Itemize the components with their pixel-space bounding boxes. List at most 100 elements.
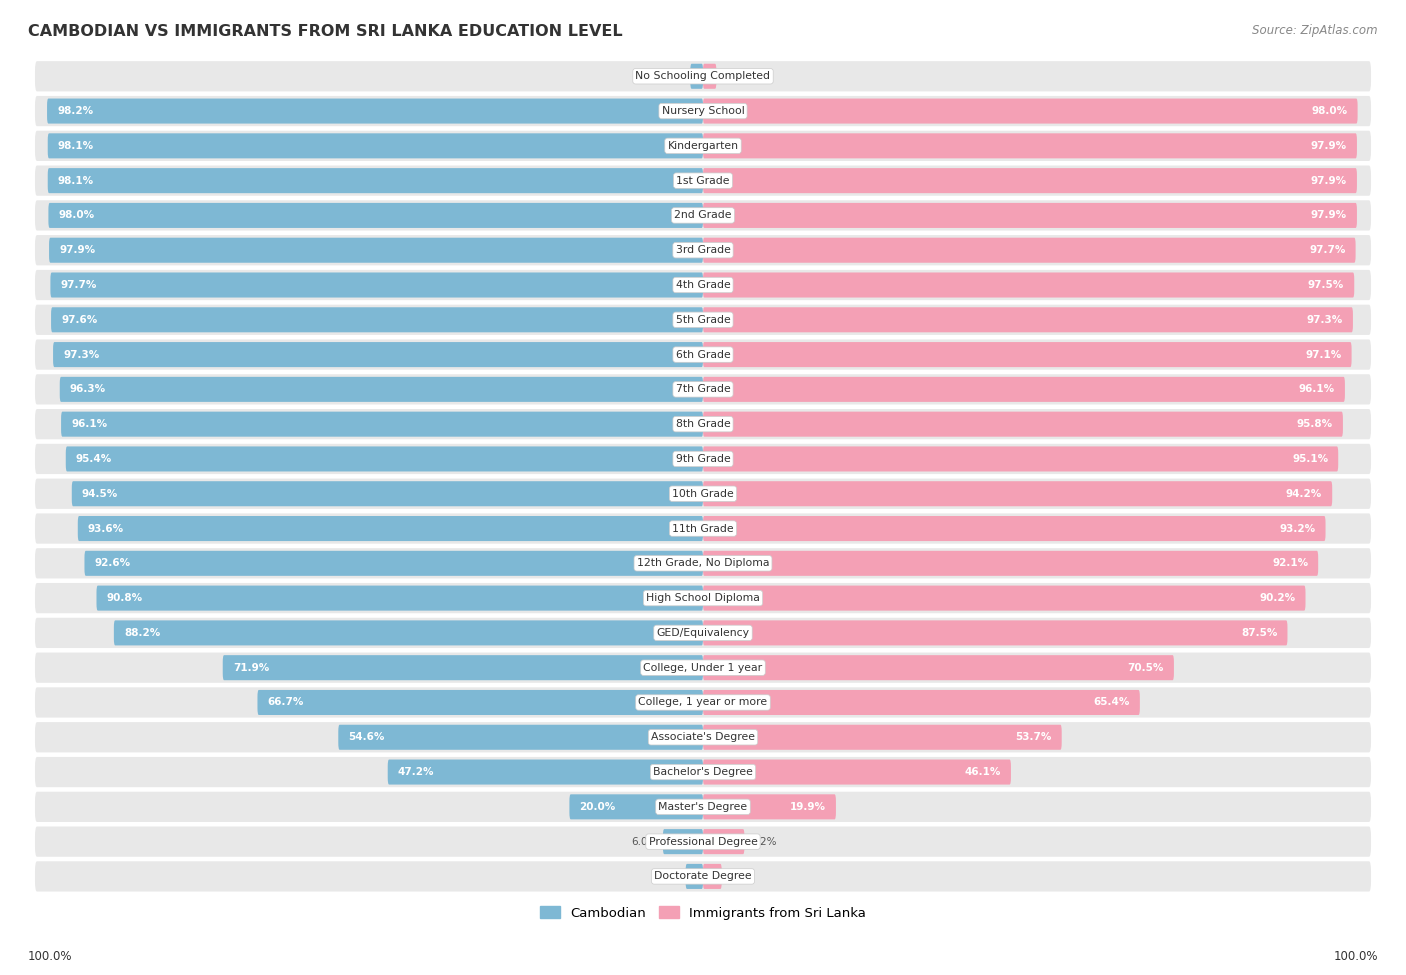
FancyBboxPatch shape [35,96,1371,126]
FancyBboxPatch shape [35,757,1371,787]
Text: 1st Grade: 1st Grade [676,176,730,185]
FancyBboxPatch shape [703,551,1319,576]
FancyBboxPatch shape [35,410,1371,440]
Text: 93.6%: 93.6% [87,524,124,533]
FancyBboxPatch shape [703,203,1357,228]
Text: 3rd Grade: 3rd Grade [675,246,731,255]
FancyBboxPatch shape [35,339,1371,370]
Text: 96.1%: 96.1% [1299,384,1334,394]
FancyBboxPatch shape [35,61,1371,92]
Text: 10th Grade: 10th Grade [672,488,734,499]
Text: 93.2%: 93.2% [1279,524,1316,533]
FancyBboxPatch shape [84,551,703,576]
FancyBboxPatch shape [60,411,703,437]
Text: 2.0%: 2.0% [721,71,748,81]
FancyBboxPatch shape [66,447,703,472]
FancyBboxPatch shape [48,203,703,228]
Text: 92.6%: 92.6% [94,559,131,568]
Text: 92.1%: 92.1% [1272,559,1308,568]
Text: 90.2%: 90.2% [1260,593,1295,604]
FancyBboxPatch shape [48,134,703,158]
FancyBboxPatch shape [51,307,703,332]
FancyBboxPatch shape [569,795,703,819]
Text: 7th Grade: 7th Grade [676,384,730,394]
Text: 87.5%: 87.5% [1241,628,1278,638]
Text: College, 1 year or more: College, 1 year or more [638,697,768,708]
Text: 98.1%: 98.1% [58,140,94,151]
Text: 97.3%: 97.3% [63,350,100,360]
FancyBboxPatch shape [35,131,1371,161]
FancyBboxPatch shape [53,342,703,368]
Text: 95.1%: 95.1% [1292,454,1329,464]
Text: 97.3%: 97.3% [1306,315,1343,325]
FancyBboxPatch shape [35,270,1371,300]
FancyBboxPatch shape [35,235,1371,265]
FancyBboxPatch shape [77,516,703,541]
Text: 98.1%: 98.1% [58,176,94,185]
FancyBboxPatch shape [97,586,703,610]
FancyBboxPatch shape [703,342,1351,368]
Legend: Cambodian, Immigrants from Sri Lanka: Cambodian, Immigrants from Sri Lanka [534,901,872,925]
Text: 97.9%: 97.9% [59,246,96,255]
FancyBboxPatch shape [46,98,703,124]
Text: 6.2%: 6.2% [749,837,776,846]
Text: Nursery School: Nursery School [662,106,744,116]
Text: 20.0%: 20.0% [579,801,616,812]
FancyBboxPatch shape [35,444,1371,474]
FancyBboxPatch shape [49,238,703,262]
Text: No Schooling Completed: No Schooling Completed [636,71,770,81]
FancyBboxPatch shape [35,583,1371,613]
Text: College, Under 1 year: College, Under 1 year [644,663,762,673]
FancyBboxPatch shape [703,516,1326,541]
FancyBboxPatch shape [703,655,1174,681]
FancyBboxPatch shape [703,238,1355,262]
Text: Professional Degree: Professional Degree [648,837,758,846]
Text: 88.2%: 88.2% [124,628,160,638]
FancyBboxPatch shape [72,482,703,506]
Text: 66.7%: 66.7% [267,697,304,708]
Text: 70.5%: 70.5% [1128,663,1164,673]
Text: 94.5%: 94.5% [82,488,118,499]
FancyBboxPatch shape [35,374,1371,405]
FancyBboxPatch shape [703,724,1062,750]
FancyBboxPatch shape [703,586,1306,610]
FancyBboxPatch shape [35,687,1371,718]
FancyBboxPatch shape [35,618,1371,648]
FancyBboxPatch shape [703,690,1140,715]
FancyBboxPatch shape [35,792,1371,822]
FancyBboxPatch shape [703,98,1358,124]
Text: 96.3%: 96.3% [70,384,105,394]
Text: 54.6%: 54.6% [349,732,385,742]
Text: 98.2%: 98.2% [58,106,93,116]
Text: 97.5%: 97.5% [1308,280,1344,290]
Text: 5th Grade: 5th Grade [676,315,730,325]
FancyBboxPatch shape [703,134,1357,158]
Text: 8th Grade: 8th Grade [676,419,730,429]
Text: Master's Degree: Master's Degree [658,801,748,812]
Text: CAMBODIAN VS IMMIGRANTS FROM SRI LANKA EDUCATION LEVEL: CAMBODIAN VS IMMIGRANTS FROM SRI LANKA E… [28,24,623,39]
Text: 98.0%: 98.0% [59,211,94,220]
Text: 97.9%: 97.9% [1310,211,1347,220]
FancyBboxPatch shape [703,411,1343,437]
Text: 98.0%: 98.0% [1312,106,1347,116]
Text: Source: ZipAtlas.com: Source: ZipAtlas.com [1253,24,1378,37]
FancyBboxPatch shape [35,827,1371,857]
Text: 2.8%: 2.8% [727,872,754,881]
FancyBboxPatch shape [703,760,1011,785]
Text: 97.7%: 97.7% [60,280,97,290]
FancyBboxPatch shape [703,829,744,854]
FancyBboxPatch shape [35,861,1371,891]
FancyBboxPatch shape [703,272,1354,297]
Text: GED/Equivalency: GED/Equivalency [657,628,749,638]
Text: 90.8%: 90.8% [107,593,142,604]
FancyBboxPatch shape [35,652,1371,682]
Text: 97.9%: 97.9% [1310,140,1347,151]
FancyBboxPatch shape [35,200,1371,230]
FancyBboxPatch shape [35,479,1371,509]
Text: 97.1%: 97.1% [1305,350,1341,360]
Text: 11th Grade: 11th Grade [672,524,734,533]
Text: 94.2%: 94.2% [1286,488,1322,499]
Text: 53.7%: 53.7% [1015,732,1052,742]
FancyBboxPatch shape [662,829,703,854]
Text: 9th Grade: 9th Grade [676,454,730,464]
